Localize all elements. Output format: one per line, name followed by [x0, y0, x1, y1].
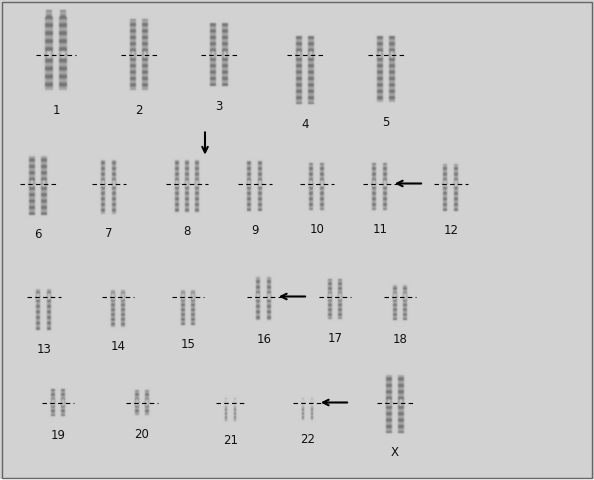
Text: 18: 18 — [393, 333, 407, 346]
Text: 10: 10 — [309, 223, 324, 236]
Text: 3: 3 — [215, 99, 223, 112]
Text: 5: 5 — [383, 115, 390, 128]
Text: 13: 13 — [37, 343, 52, 356]
Text: 1: 1 — [52, 103, 60, 116]
Text: 16: 16 — [257, 333, 271, 346]
Text: 15: 15 — [181, 338, 195, 351]
Text: 21: 21 — [223, 433, 239, 446]
Text: 12: 12 — [444, 224, 459, 237]
Text: 17: 17 — [327, 332, 343, 345]
Text: 4: 4 — [301, 117, 309, 130]
Text: 14: 14 — [110, 340, 125, 353]
Text: X: X — [391, 445, 399, 458]
Text: 20: 20 — [135, 428, 150, 441]
Text: 6: 6 — [34, 228, 42, 241]
Text: 8: 8 — [184, 225, 191, 238]
Text: 7: 7 — [105, 227, 113, 240]
Text: 9: 9 — [251, 224, 259, 237]
Text: 22: 22 — [301, 432, 315, 445]
Text: 11: 11 — [372, 223, 387, 236]
Text: 2: 2 — [135, 103, 143, 116]
Text: 19: 19 — [50, 429, 65, 442]
